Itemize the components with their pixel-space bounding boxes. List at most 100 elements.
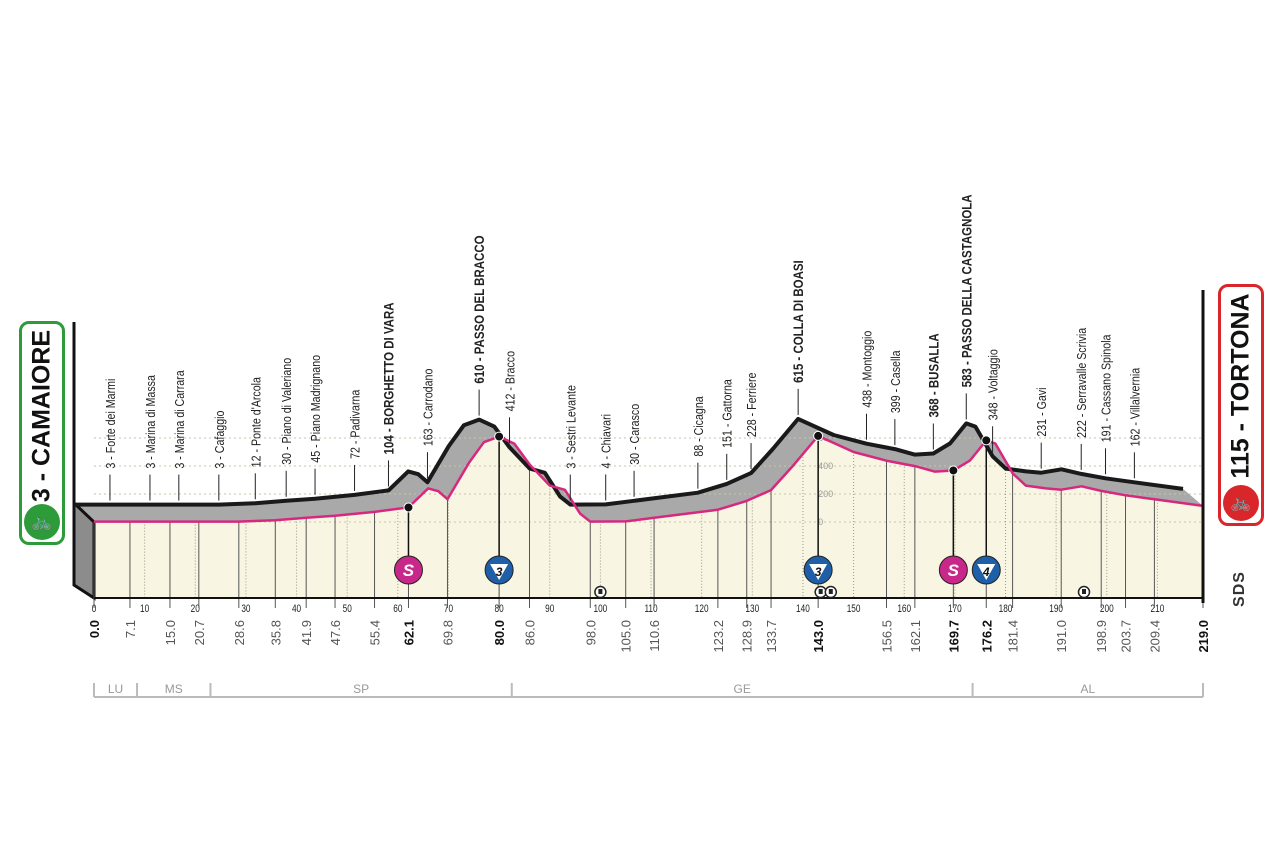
distance-label: 133.7 bbox=[764, 620, 779, 653]
place-label: 399 - Casella bbox=[888, 350, 903, 413]
distance-label: 7.1 bbox=[123, 620, 138, 638]
province-label: MS bbox=[165, 682, 183, 696]
distance-label: 80.0 bbox=[492, 620, 507, 645]
place-label: 162 - Villalvernia bbox=[1127, 367, 1142, 446]
distance-label: 86.0 bbox=[522, 620, 537, 645]
x-tick-label: 150 bbox=[847, 603, 861, 615]
place-label: 583 - PASSO DELLA CASTAGNOLA bbox=[958, 194, 974, 387]
marker-dot bbox=[813, 430, 824, 441]
elevation-tick-label: 0 bbox=[818, 517, 823, 527]
distance-label: 156.5 bbox=[880, 620, 895, 653]
x-tick-label: 170 bbox=[948, 603, 962, 615]
marker-dot bbox=[403, 502, 414, 513]
place-label: 191 - Cassano Spinola bbox=[1098, 334, 1113, 442]
x-tick-label: 180 bbox=[999, 603, 1013, 615]
sprint-icon bbox=[393, 555, 423, 585]
x-tick-label: 140 bbox=[796, 603, 810, 615]
x-tick-label: 190 bbox=[1049, 603, 1063, 615]
place-label: 610 - PASSO DEL BRACCO bbox=[471, 235, 487, 383]
place-label: 412 - Bracco bbox=[502, 351, 517, 412]
x-tick-label: 130 bbox=[745, 603, 759, 615]
place-label: 228 - Ferriere bbox=[744, 372, 759, 437]
distance-label: 219.0 bbox=[1196, 620, 1211, 653]
province-label: SP bbox=[353, 682, 369, 696]
gpm-triangle-icon bbox=[977, 564, 996, 580]
ridge-line bbox=[74, 416, 1184, 507]
place-label: 348 - Voltaggio bbox=[986, 349, 1001, 420]
distance-label: 28.6 bbox=[232, 620, 247, 645]
marker-dot bbox=[494, 431, 505, 442]
marker-label: S bbox=[948, 561, 960, 580]
distance-label: 55.4 bbox=[368, 620, 383, 645]
place-label: 104 - BORGHETTO DI VARA bbox=[380, 302, 396, 454]
distance-label: 123.2 bbox=[711, 620, 726, 653]
distance-label: 110.6 bbox=[647, 620, 662, 652]
marker-label: 3 bbox=[815, 565, 822, 579]
x-tick-label: 200 bbox=[1100, 603, 1114, 615]
place-label: 3 - Sestri Levante bbox=[563, 385, 578, 469]
finish-badge: 115 - TORTONA 🚲 bbox=[1218, 284, 1264, 526]
place-label: 231 - Gavi bbox=[1034, 388, 1049, 437]
place-label: 368 - BUSALLA bbox=[925, 333, 941, 417]
x-tick-label: 120 bbox=[695, 603, 709, 615]
distance-label: 176.2 bbox=[979, 620, 994, 653]
place-label: 30 - Carasco bbox=[627, 403, 642, 464]
province-label: AL bbox=[1080, 682, 1095, 696]
province-label: GE bbox=[734, 682, 751, 696]
place-label: 3 - Marina di Carrara bbox=[172, 370, 187, 469]
elevation-tick-label: 400 bbox=[818, 461, 833, 471]
distance-label: 20.7 bbox=[192, 620, 207, 645]
start-badge: 3 - CAMAIORE 🚲 bbox=[19, 321, 65, 545]
distance-label: 69.8 bbox=[440, 620, 455, 645]
distance-label: 62.1 bbox=[401, 620, 416, 645]
distance-label: 47.6 bbox=[328, 620, 343, 645]
distance-label: 15.0 bbox=[163, 620, 178, 645]
sprint-icon bbox=[938, 555, 968, 585]
x-tick-label: 40 bbox=[292, 603, 302, 615]
road-elevation-line bbox=[94, 434, 1204, 523]
x-tick-label: 10 bbox=[140, 603, 150, 615]
place-label: 3 - Cafaggio bbox=[212, 410, 227, 468]
distance-label: 41.9 bbox=[299, 620, 314, 645]
tunnel-icon-core bbox=[818, 589, 823, 594]
x-tick-label: 70 bbox=[444, 603, 454, 615]
ground-area bbox=[94, 435, 1203, 598]
x-tick-label: 210 bbox=[1151, 603, 1165, 615]
marker-dot bbox=[948, 465, 959, 476]
x-tick-label: 0 bbox=[92, 603, 97, 615]
place-label: 438 - Montoggio bbox=[859, 330, 874, 407]
place-label: 4 - Chiavari bbox=[599, 414, 614, 468]
place-label: 3 - Forte dei Marmi bbox=[103, 379, 118, 469]
distance-label: 162.1 bbox=[908, 620, 923, 653]
x-tick-label: 50 bbox=[343, 603, 353, 615]
marker-label: S bbox=[403, 561, 415, 580]
place-label: 72 - Padivarna bbox=[348, 389, 363, 459]
distance-label: 98.0 bbox=[583, 620, 598, 645]
distance-label: 143.0 bbox=[811, 620, 826, 653]
distance-label: 181.4 bbox=[1006, 620, 1021, 653]
place-label: 222 - Serravalle Scrivia bbox=[1074, 327, 1089, 437]
marker-label: 3 bbox=[496, 565, 503, 579]
distance-label: 35.8 bbox=[268, 620, 283, 645]
x-tick-label: 160 bbox=[897, 603, 911, 615]
x-tick-label: 20 bbox=[191, 603, 201, 615]
place-label: 30 - Piano di Valeriano bbox=[279, 357, 294, 464]
distance-label: 0.0 bbox=[87, 620, 102, 638]
distance-label: 128.9 bbox=[740, 620, 755, 653]
place-label: 88 - Cicagna bbox=[691, 396, 706, 457]
place-label: 12 - Ponte d'Arcola bbox=[248, 377, 263, 468]
marker-dot bbox=[981, 435, 992, 446]
place-label: 151 - Gattorna bbox=[720, 379, 735, 448]
x-tick-label: 60 bbox=[393, 603, 403, 615]
distance-label: 198.9 bbox=[1094, 620, 1109, 653]
marker-label: 4 bbox=[982, 565, 990, 579]
x-tick-label: 100 bbox=[594, 603, 608, 615]
x-tick-label: 110 bbox=[644, 603, 658, 615]
tunnel-icon-core bbox=[1081, 589, 1086, 594]
distance-label: 169.7 bbox=[946, 620, 961, 653]
cyclist-start-icon: 🚲 bbox=[24, 504, 60, 540]
distance-label: 209.4 bbox=[1147, 620, 1162, 653]
tunnel-icon-core bbox=[598, 589, 603, 594]
gpm-triangle-icon bbox=[809, 564, 828, 580]
